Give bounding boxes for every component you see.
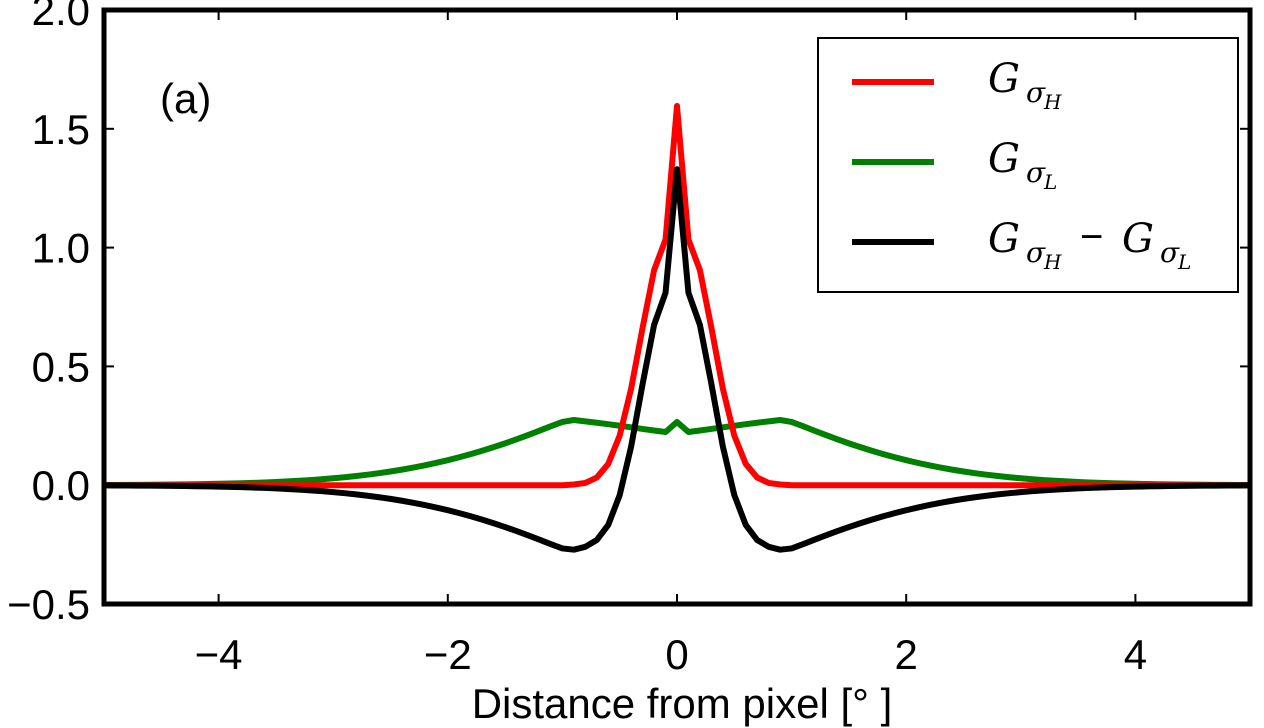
- legend-entry-low: G σ L: [988, 136, 1057, 194]
- legend: G σ H G σ L G σ H − G σ L: [817, 37, 1239, 293]
- y-tick-label: 0.0: [32, 462, 90, 509]
- svg-text:G: G: [1122, 216, 1154, 262]
- x-tick-label: 0: [665, 631, 688, 678]
- y-tick-label: 1.5: [32, 106, 90, 153]
- x-tick-label: 2: [895, 631, 918, 678]
- svg-text:H: H: [1043, 250, 1062, 274]
- svg-text:L: L: [1177, 250, 1191, 274]
- x-tick-label: 4: [1124, 631, 1147, 678]
- y-tick-label: 1.0: [32, 225, 90, 272]
- ticks-layer: −4 −2 0 2 4 −0.5 0.0 0.5 1.0 1.5 2.0: [7, 0, 1250, 678]
- series-line-0: [104, 103, 1250, 489]
- svg-text:L: L: [1043, 170, 1057, 194]
- svg-text:σ: σ: [1026, 156, 1046, 189]
- svg-text:G: G: [988, 136, 1020, 182]
- legend-entry-difference: G σ H − G σ L: [988, 215, 1191, 274]
- panel-label: (a): [160, 75, 211, 122]
- y-tick-label: 0.5: [32, 343, 90, 390]
- series-line-2: [103, 166, 1251, 553]
- series-line-1: [103, 417, 1251, 488]
- y-tick-label: 2.0: [32, 0, 90, 34]
- y-tick-label: −0.5: [7, 581, 90, 628]
- svg-text:σ: σ: [1160, 236, 1180, 269]
- x-axis-label: Distance from pixel [° ]: [472, 680, 893, 727]
- svg-text:G: G: [988, 216, 1020, 262]
- x-tick-label: −4: [195, 631, 243, 678]
- svg-text:H: H: [1043, 90, 1062, 114]
- svg-text:G: G: [988, 56, 1020, 102]
- legend-entry-high: G σ H: [988, 56, 1062, 114]
- x-tick-label: −2: [424, 631, 472, 678]
- svg-text:σ: σ: [1026, 76, 1046, 109]
- svg-text:σ: σ: [1026, 236, 1046, 269]
- svg-text:−: −: [1080, 215, 1103, 259]
- series-layer: [103, 103, 1251, 553]
